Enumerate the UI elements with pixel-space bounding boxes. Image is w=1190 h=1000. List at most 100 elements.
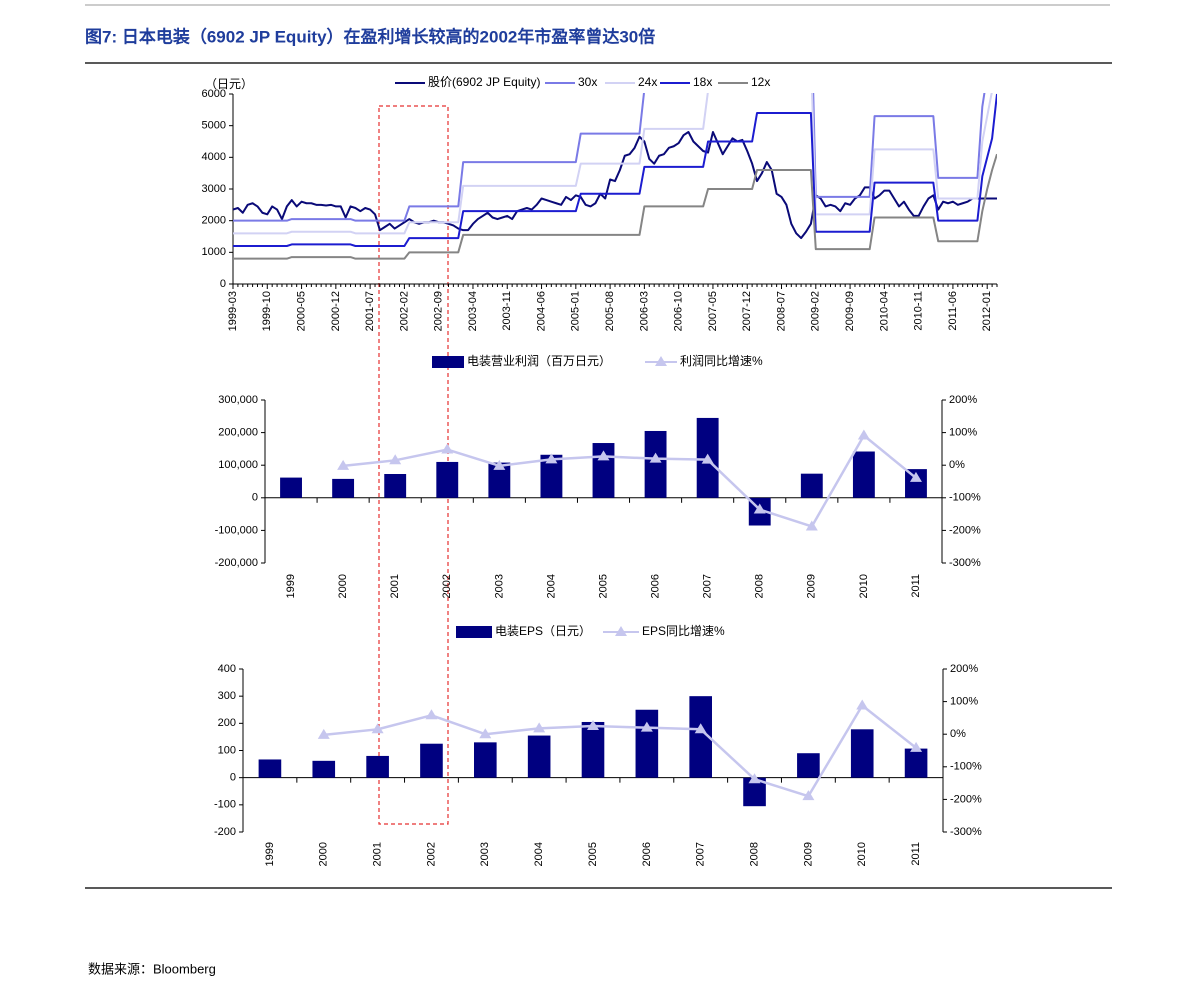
bar bbox=[420, 743, 443, 778]
x-tick-label: 2005-08 bbox=[604, 291, 616, 331]
point-marker bbox=[533, 722, 546, 733]
point-marker bbox=[317, 728, 330, 739]
x-tick-label: 2000-12 bbox=[330, 291, 342, 331]
point-marker bbox=[805, 520, 818, 531]
legend-label: 电装EPS（日元） bbox=[495, 624, 591, 638]
point-marker bbox=[857, 429, 870, 440]
y2-tick-label: 0% bbox=[949, 459, 965, 471]
x-tick-label: 2007 bbox=[702, 574, 714, 598]
series-line bbox=[233, 153, 997, 260]
bar bbox=[384, 474, 407, 498]
series-line bbox=[233, 93, 993, 235]
point-marker bbox=[909, 471, 922, 482]
point-marker bbox=[694, 723, 707, 734]
x-tick-label: 2002 bbox=[425, 842, 437, 866]
bar bbox=[581, 721, 605, 778]
x-tick-label: 2010-04 bbox=[878, 291, 890, 331]
x-tick-label: 1999 bbox=[264, 842, 276, 866]
x-tick-label: 2002-09 bbox=[433, 291, 445, 331]
y-tick-label: 1000 bbox=[202, 246, 226, 258]
x-tick-label: 2011 bbox=[910, 842, 922, 866]
point-marker bbox=[493, 459, 506, 470]
x-tick-label: 2008 bbox=[754, 574, 766, 598]
x-tick-label: 2000-05 bbox=[295, 291, 307, 331]
y2-tick-label: -100% bbox=[949, 492, 981, 504]
x-tick-label: 2004 bbox=[545, 574, 557, 598]
y-tick-label: 300,000 bbox=[218, 394, 258, 406]
y-tick-label: 3000 bbox=[202, 183, 226, 195]
y-tick-label: 0 bbox=[230, 772, 236, 784]
point-marker bbox=[748, 773, 761, 784]
y2-tick-label: -300% bbox=[949, 557, 981, 569]
bar bbox=[312, 760, 336, 778]
y-tick-label: -100,000 bbox=[215, 524, 258, 536]
y-tick-label: 100 bbox=[218, 744, 236, 756]
point-marker bbox=[337, 459, 350, 470]
x-tick-label: 2006-03 bbox=[638, 291, 650, 331]
x-tick-label: 2011-06 bbox=[947, 291, 959, 331]
y-tick-label: 5000 bbox=[202, 120, 226, 132]
x-tick-label: 2004-06 bbox=[535, 291, 547, 331]
y-tick-label: 200 bbox=[218, 717, 236, 729]
x-tick-label: 2001-07 bbox=[364, 291, 376, 331]
x-tick-label: 2007 bbox=[695, 842, 707, 866]
x-tick-label: 2011 bbox=[910, 574, 922, 598]
bar bbox=[540, 454, 563, 498]
x-tick-label: 2007-12 bbox=[741, 291, 753, 331]
x-tick-label: 2008-07 bbox=[775, 291, 787, 331]
x-tick-label: 1999 bbox=[285, 574, 297, 598]
bar bbox=[280, 477, 302, 498]
point-marker bbox=[802, 790, 815, 801]
bar bbox=[850, 729, 874, 778]
series-line bbox=[342, 434, 917, 528]
y-tick-label: 300 bbox=[218, 690, 236, 702]
point-marker bbox=[441, 443, 454, 454]
x-tick-label: 2005-01 bbox=[570, 291, 582, 331]
y-tick-label: 6000 bbox=[202, 88, 226, 100]
y2-tick-label: 0% bbox=[950, 728, 966, 740]
point-marker bbox=[425, 709, 438, 720]
y-tick-label: 4000 bbox=[202, 151, 226, 163]
y-tick-label: -200,000 bbox=[215, 557, 258, 569]
y2-tick-label: 200% bbox=[950, 663, 978, 675]
y-tick-label: 0 bbox=[252, 492, 258, 504]
bar bbox=[366, 755, 389, 778]
y-tick-label: 400 bbox=[218, 663, 236, 675]
legend-label: 股价(6902 JP Equity) bbox=[428, 75, 541, 89]
point-marker bbox=[371, 723, 384, 734]
legend-swatch bbox=[432, 356, 464, 368]
bar bbox=[258, 759, 282, 778]
source-note: 数据来源：Bloomberg bbox=[88, 961, 216, 976]
bar bbox=[852, 451, 875, 498]
y-tick-label: 0 bbox=[220, 278, 226, 290]
y2-tick-label: 100% bbox=[949, 427, 977, 439]
x-tick-label: 2003 bbox=[493, 574, 505, 598]
x-tick-label: 2003-11 bbox=[501, 291, 513, 331]
x-tick-label: 2001 bbox=[372, 842, 384, 866]
y2-tick-label: -200% bbox=[949, 524, 981, 536]
y-tick-label: 100,000 bbox=[218, 459, 258, 471]
y-tick-label: -100 bbox=[214, 799, 236, 811]
legend-label: 30x bbox=[578, 75, 597, 89]
bar bbox=[797, 753, 820, 778]
y-tick-label: -200 bbox=[214, 826, 236, 838]
point-marker bbox=[597, 450, 610, 461]
legend-label: 利润同比增速% bbox=[680, 354, 763, 368]
point-marker bbox=[389, 454, 402, 465]
x-tick-label: 2001 bbox=[389, 574, 401, 598]
y2-tick-label: 200% bbox=[949, 394, 977, 406]
x-tick-label: 2007-05 bbox=[707, 291, 719, 331]
x-tick-label: 2009-02 bbox=[810, 291, 822, 331]
x-tick-label: 2003-04 bbox=[467, 291, 479, 331]
bar bbox=[332, 478, 355, 498]
series-line bbox=[233, 93, 986, 222]
legend-label: 电装营业利润（百万日元） bbox=[467, 354, 611, 368]
bar bbox=[905, 469, 927, 498]
x-tick-label: 2009 bbox=[806, 574, 818, 598]
x-tick-label: 2002 bbox=[441, 574, 453, 598]
point-marker bbox=[545, 453, 558, 464]
bar bbox=[904, 748, 928, 778]
y-tick-label: 2000 bbox=[202, 215, 226, 227]
y2-tick-label: -200% bbox=[950, 793, 982, 805]
